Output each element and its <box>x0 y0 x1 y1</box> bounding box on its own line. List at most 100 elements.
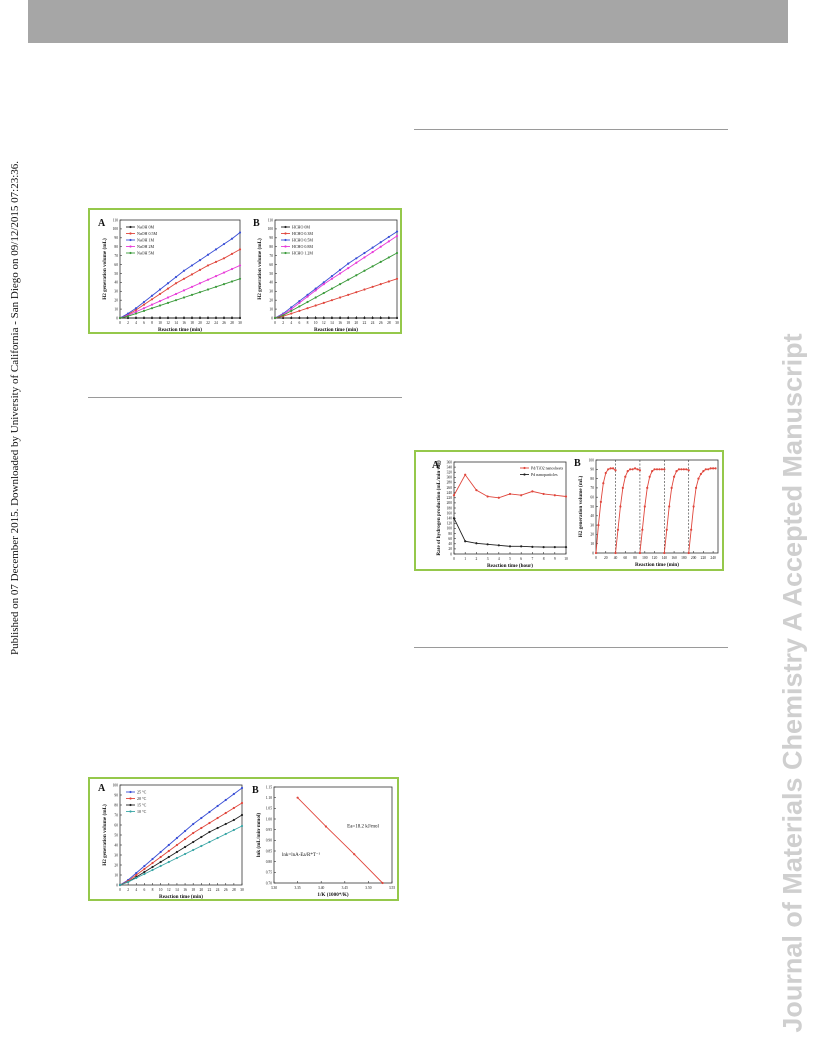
data-point <box>464 473 467 476</box>
data-point <box>371 265 374 268</box>
y-tick-label: 10 <box>590 542 594 546</box>
x-axis-label: Reaction time (min) <box>314 326 358 332</box>
data-point <box>159 860 162 864</box>
x-tick-label: 16 <box>338 321 342 325</box>
legend-label: 25 °C <box>137 790 147 795</box>
data-point <box>238 231 242 234</box>
data-point <box>306 293 309 296</box>
data-point <box>616 528 620 531</box>
data-point <box>631 468 634 471</box>
chart-panel-a: A0 1 2 3 4 5 6 7 8 9 10020406080100120140160180200… <box>432 460 568 569</box>
data-point <box>222 242 226 246</box>
y-tick-label: 180 <box>447 506 453 510</box>
data-point <box>126 312 130 315</box>
data-point <box>355 316 358 320</box>
data-point <box>322 316 325 320</box>
data-point <box>134 307 138 310</box>
data-point <box>381 881 384 885</box>
watermark-text: Journal of Materials Chemistry A Accepte… <box>777 333 808 1033</box>
legend-marker <box>129 790 132 794</box>
legend-marker <box>129 238 132 242</box>
data-point <box>677 468 681 471</box>
chart-panel-b: B 3.30 3.35 3.40 3.45 3.50 3.55 0.70 0.75 0.80 0.8… <box>252 785 395 898</box>
x-tick-label: 16 <box>182 321 186 325</box>
series-line <box>119 814 243 886</box>
divider-rule <box>414 647 728 648</box>
x-axis-label: Reaction time (hour) <box>487 562 533 569</box>
legend-marker <box>129 797 132 800</box>
data-point <box>127 880 130 884</box>
x-tick-label: 28 <box>387 321 391 325</box>
x-tick-label: 24 <box>371 321 375 325</box>
legend-marker <box>284 251 287 255</box>
x-tick-label: 12 <box>322 321 326 325</box>
y-tick-label: 80 <box>114 245 118 249</box>
publication-side-note: Published on 07 December 2015. Downloade… <box>0 0 30 1056</box>
data-point <box>704 468 707 471</box>
data-point <box>379 245 382 248</box>
x-tick-label: 24 <box>214 321 218 325</box>
data-point <box>663 468 666 471</box>
x-tick-label: 30 <box>238 321 242 325</box>
legend-label: NaOH 0M <box>137 225 154 230</box>
data-point <box>238 277 242 280</box>
legend-label: HCHO 0.3M <box>292 231 313 236</box>
y-tick-label: 30 <box>269 290 273 294</box>
panel-letter: A <box>432 460 440 471</box>
x-tick-label: 2 <box>127 321 129 325</box>
x-tick-label: 9 <box>554 557 556 561</box>
data-point <box>183 852 187 856</box>
data-point <box>166 282 170 285</box>
data-point <box>306 295 309 298</box>
x-tick-label: 18 <box>191 888 195 892</box>
series-line <box>663 468 689 554</box>
data-point <box>379 241 382 244</box>
data-point <box>214 275 218 278</box>
y-tick-label: 0.85 <box>266 849 272 853</box>
data-point <box>621 486 624 489</box>
data-point <box>182 277 186 280</box>
data-point <box>395 316 399 320</box>
data-point <box>314 296 317 299</box>
data-point <box>126 316 130 320</box>
data-point <box>330 275 334 278</box>
x-tick-label: 40 <box>614 556 618 560</box>
journal-header-bar <box>28 0 788 43</box>
y-tick-label: 320 <box>447 471 453 475</box>
y-tick-label: 0 <box>116 883 118 887</box>
data-point <box>150 316 154 320</box>
data-point <box>714 467 717 470</box>
data-point <box>355 274 358 277</box>
data-point <box>314 287 317 290</box>
x-tick-label: 3 <box>487 557 489 561</box>
data-point <box>118 883 122 887</box>
y-tick-label: 50 <box>114 833 118 837</box>
x-tick-label: 4 <box>135 321 137 325</box>
data-point <box>134 308 138 312</box>
data-point <box>200 826 203 830</box>
data-point <box>282 314 285 317</box>
data-point <box>208 821 211 825</box>
data-point <box>208 840 211 844</box>
series-line <box>274 231 398 319</box>
figure-svg: A0 1 2 3 4 5 6 7 8 9 10020406080100120140160180200… <box>432 458 719 569</box>
data-point <box>182 296 186 299</box>
data-point <box>290 307 293 311</box>
data-point <box>198 316 202 320</box>
data-point <box>158 304 162 307</box>
x-tick-label: 3.55 <box>389 886 395 890</box>
divider-rule <box>88 397 402 398</box>
y-tick-label: 0 <box>450 552 452 556</box>
x-tick-label: 0 <box>595 556 597 560</box>
data-point <box>298 301 301 304</box>
data-point <box>167 855 170 859</box>
data-point <box>232 818 235 822</box>
data-point <box>330 277 334 280</box>
data-point <box>553 546 556 549</box>
data-point <box>324 825 328 828</box>
data-point <box>190 285 194 288</box>
y-axis-label: H2 generation volume (mL) <box>101 238 108 300</box>
panel-letter: A <box>98 218 106 229</box>
data-point <box>167 849 170 853</box>
data-point <box>395 277 399 280</box>
